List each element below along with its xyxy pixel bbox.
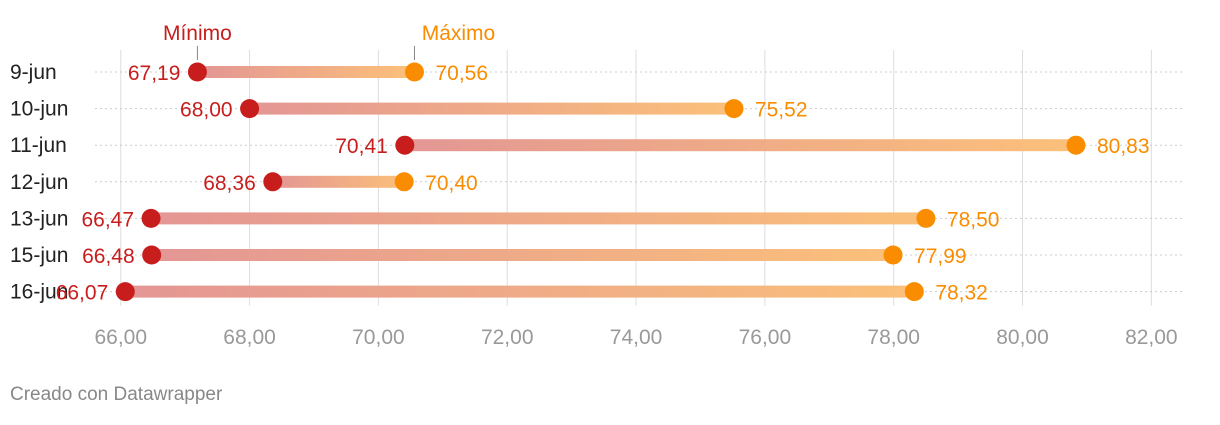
- max-value-label: 77,99: [914, 245, 967, 268]
- x-tick-label: 82,00: [1125, 326, 1178, 349]
- category-label: 12-jun: [10, 171, 68, 194]
- max-dot: [724, 99, 744, 119]
- category-label: 16-jun: [10, 281, 68, 304]
- legend: Mínimo Máximo: [163, 22, 495, 60]
- grid-layer: [120, 50, 1152, 306]
- min-value-label: 66,48: [82, 245, 135, 268]
- legend-max-label: Máximo: [422, 22, 496, 45]
- min-dot: [142, 245, 162, 265]
- min-value-label: 68,36: [203, 172, 256, 195]
- min-dot: [240, 99, 260, 119]
- category-label: 10-jun: [10, 98, 68, 121]
- dots-layer: [115, 62, 1086, 302]
- bars-layer: [125, 66, 1076, 298]
- category-label: 11-jun: [10, 134, 67, 157]
- min-dot: [187, 62, 207, 82]
- min-value-label: 66,07: [56, 282, 109, 305]
- x-tick-label: 70,00: [352, 326, 405, 349]
- min-value-label: 68,00: [180, 99, 233, 122]
- min-dot: [115, 282, 135, 302]
- max-value-label: 70,40: [425, 172, 478, 195]
- x-tick-label: 78,00: [867, 326, 920, 349]
- range-bar: [125, 285, 915, 298]
- x-tick-label: 68,00: [223, 326, 276, 349]
- x-tick-label: 74,00: [610, 326, 663, 349]
- x-tick-label: 76,00: [739, 326, 792, 349]
- min-dot: [395, 135, 415, 155]
- max-dot: [916, 208, 936, 228]
- min-dot: [263, 172, 283, 192]
- max-dot: [394, 172, 414, 192]
- min-value-label: 70,41: [335, 135, 388, 158]
- min-value-label: 67,19: [128, 62, 181, 85]
- labels-layer: 9-jun 67,19 70,56 10-jun 68,00 75,52 11-jun 70,…: [10, 61, 1150, 305]
- max-dot: [404, 62, 424, 82]
- category-label: 9-jun: [10, 61, 57, 84]
- range-bar: [272, 175, 405, 188]
- range-bar: [151, 212, 926, 225]
- category-label: 15-jun: [10, 244, 68, 267]
- range-bar: [197, 66, 415, 78]
- footer-credit: Creado con Datawrapper: [10, 384, 223, 405]
- x-tick-label: 72,00: [481, 326, 534, 349]
- max-dot: [904, 282, 924, 302]
- max-value-label: 70,56: [435, 62, 488, 85]
- min-dot: [141, 208, 161, 228]
- max-value-label: 78,50: [947, 208, 1000, 231]
- max-value-label: 75,52: [755, 99, 808, 122]
- range-bar: [249, 102, 734, 115]
- max-dot: [883, 245, 903, 265]
- legend-min-label: Mínimo: [163, 22, 232, 45]
- max-value-label: 80,83: [1097, 135, 1150, 158]
- min-value-label: 66,47: [81, 208, 134, 231]
- x-axis: 66,00 68,00 70,00 72,00 74,00 76,00 78,00 80,00…: [94, 326, 1177, 349]
- category-label: 13-jun: [10, 207, 68, 230]
- range-bar: [404, 139, 1076, 152]
- max-dot: [1066, 135, 1086, 155]
- range-bar: [151, 249, 894, 261]
- max-value-label: 78,32: [935, 282, 988, 305]
- x-tick-label: 80,00: [996, 326, 1049, 349]
- x-tick-label: 66,00: [94, 326, 147, 349]
